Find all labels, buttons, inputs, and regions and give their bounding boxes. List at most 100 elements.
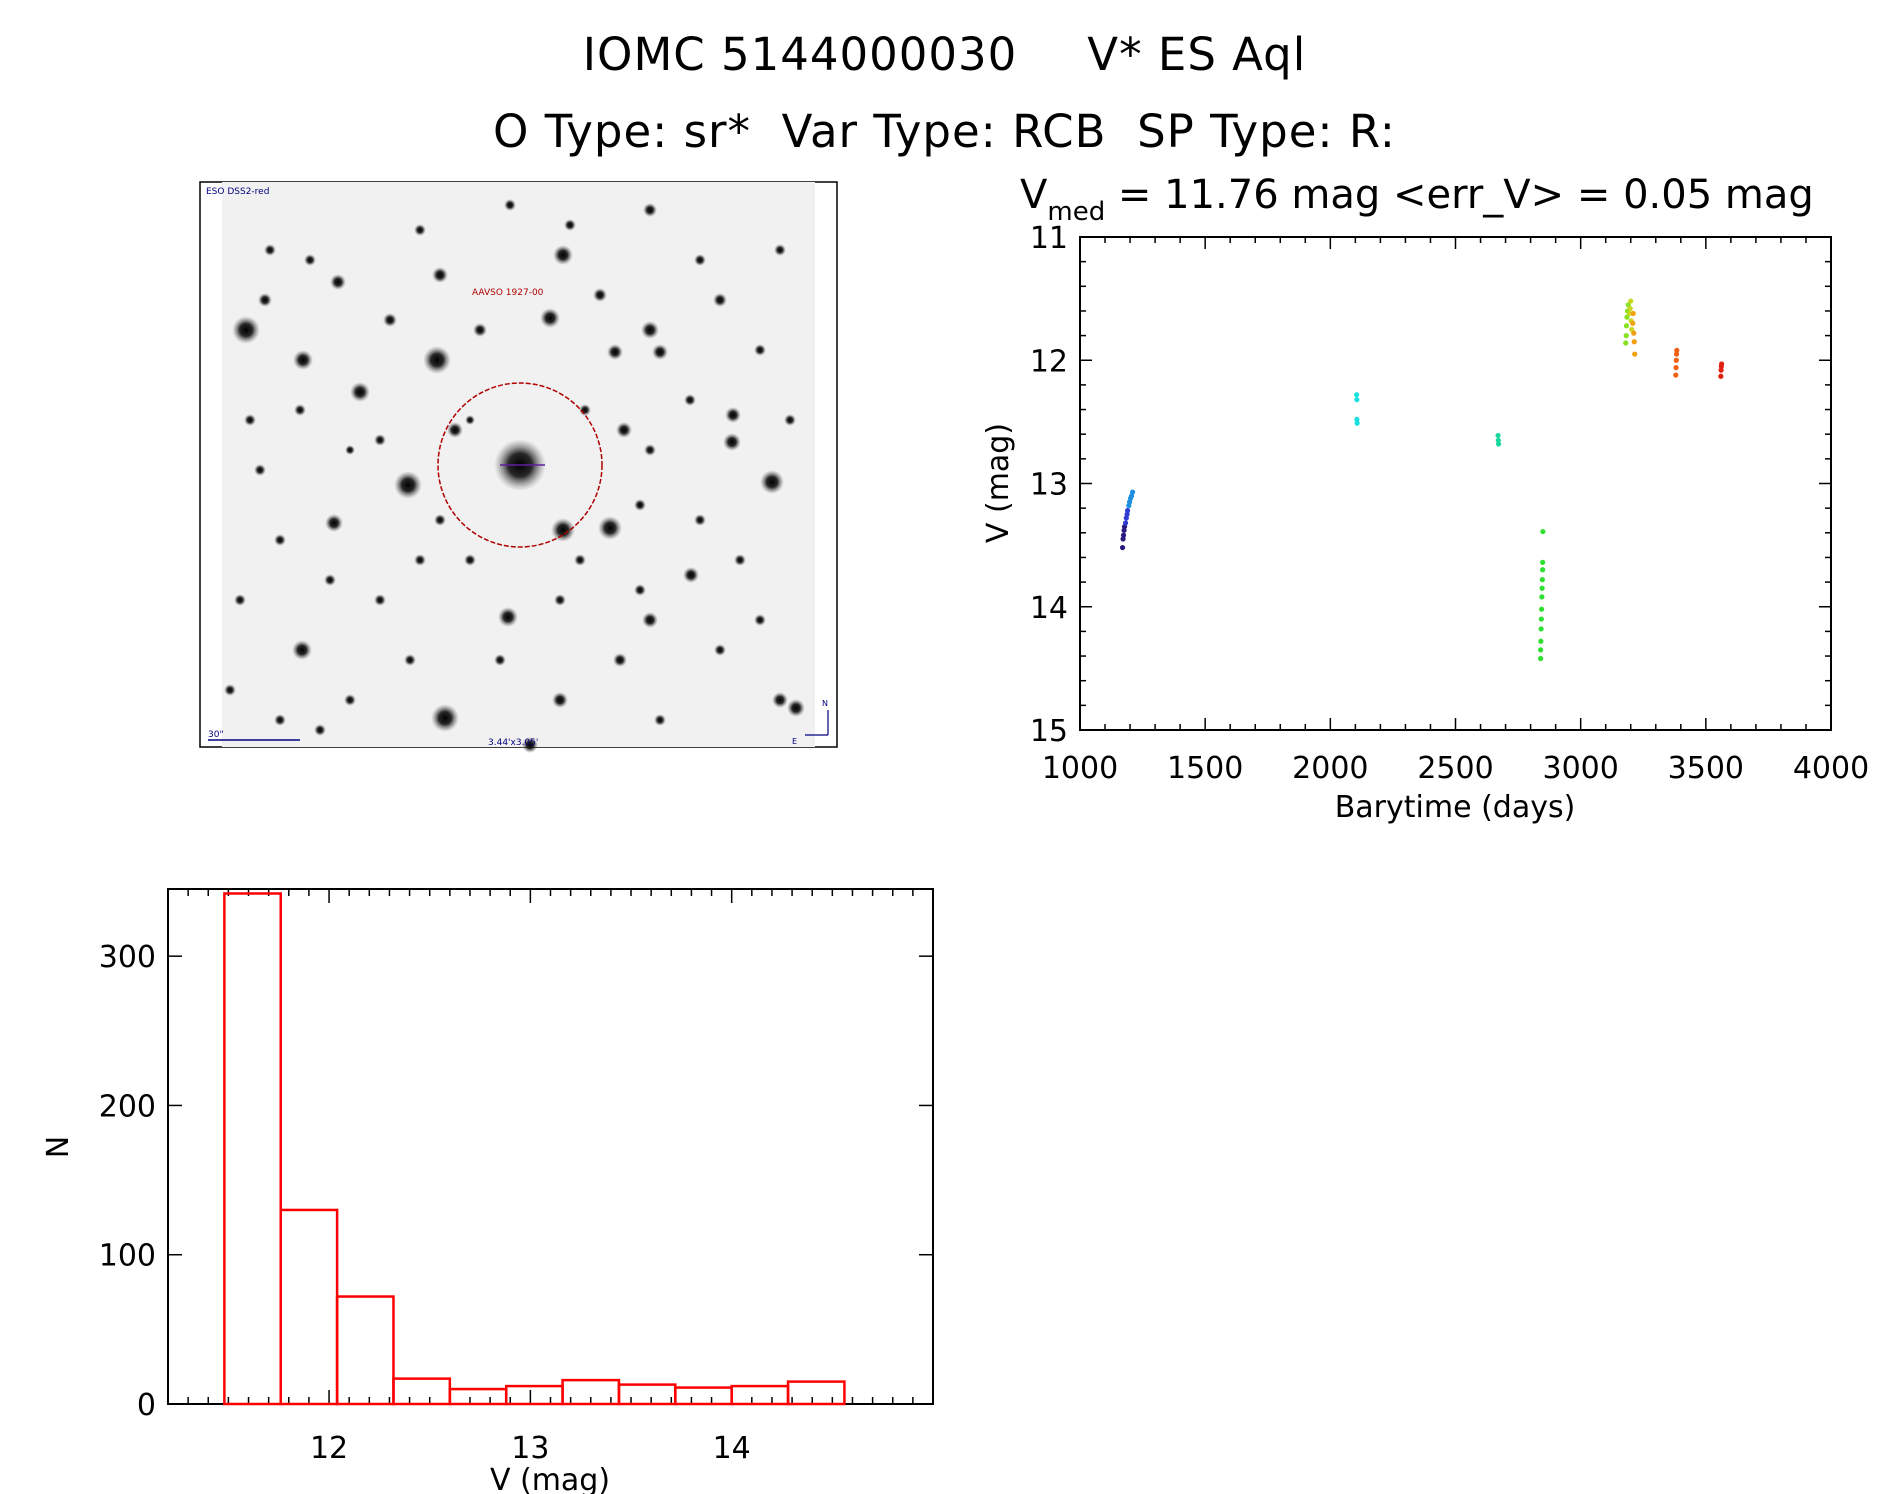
lc-point [1354, 416, 1360, 423]
lc-title: Vmed = 11.76 mag <err_V> = 0.05 mag [1020, 172, 1814, 227]
star [374, 594, 386, 606]
star [725, 407, 741, 423]
title-line2: O Type: sr* Var Type: RCB SP Type: R: [493, 105, 1396, 158]
lc-point [1631, 339, 1637, 345]
star [554, 594, 566, 606]
star [294, 404, 306, 416]
star [641, 321, 659, 339]
lc-xtick-label: 1000 [1042, 751, 1118, 786]
lc-point [1538, 647, 1544, 653]
star [244, 414, 256, 426]
star [330, 274, 346, 290]
lc-ytick-label: 11 [1030, 221, 1068, 256]
survey-label: ESO DSS2-red [206, 187, 269, 197]
lc-point [1127, 495, 1134, 501]
star [258, 293, 272, 307]
lc-plot-frame [1079, 236, 1832, 731]
star [552, 692, 568, 708]
lc-point [1539, 585, 1545, 591]
star [652, 344, 668, 360]
lc-point [1624, 314, 1630, 320]
lc-ytick-label: 14 [1030, 591, 1068, 626]
lc-point [1121, 524, 1128, 530]
lc-point [1126, 499, 1133, 505]
hist-bar [561, 1378, 621, 1406]
lc-point [1629, 326, 1635, 333]
lc-xlabel: Barytime (days) [1335, 790, 1576, 825]
hist-bar [617, 1383, 677, 1406]
star [432, 267, 448, 283]
lc-xtick-label: 2500 [1417, 751, 1493, 786]
hist-ylabel: N [41, 1136, 76, 1158]
lc-point [1631, 330, 1637, 336]
lc-xtick-label: 2000 [1292, 751, 1368, 786]
stars [224, 199, 805, 753]
star [784, 414, 796, 426]
lc-point [1674, 347, 1680, 353]
star [232, 316, 260, 344]
star [684, 394, 696, 406]
star [774, 244, 786, 256]
size-label: 3.44'x3.05' [488, 738, 538, 748]
star [383, 313, 397, 327]
star [564, 219, 576, 231]
star [304, 254, 316, 266]
lc-xtick-label: 3000 [1542, 751, 1618, 786]
lc-point [1495, 432, 1501, 439]
star [324, 574, 336, 586]
lc-point [1630, 310, 1636, 317]
east-label: E [792, 737, 797, 746]
lc-point [1626, 310, 1633, 317]
hist-ytick-label: 300 [99, 940, 156, 975]
star [714, 644, 726, 656]
lc-point [1540, 528, 1546, 535]
lc-point [1540, 559, 1546, 565]
star [465, 415, 475, 425]
star [464, 554, 476, 566]
star [642, 612, 658, 628]
star [683, 567, 699, 583]
star [224, 684, 236, 696]
star [254, 464, 266, 476]
lc-point [1628, 318, 1634, 324]
image-field [222, 182, 815, 747]
lc-point [1627, 305, 1633, 312]
star [293, 350, 313, 370]
lc-point [1124, 511, 1130, 517]
star [734, 554, 746, 566]
hist-xtick-label: 12 [310, 1431, 348, 1466]
star [772, 692, 788, 708]
lc-point [1119, 544, 1126, 551]
lc-point [1539, 606, 1545, 612]
lc-point [1128, 493, 1135, 499]
lc-point [1628, 298, 1634, 304]
star [579, 404, 591, 416]
lc-point [1129, 489, 1136, 495]
lc-point [1495, 441, 1502, 447]
star [314, 724, 326, 736]
lc-xtick-label: 4000 [1793, 751, 1869, 786]
star [613, 653, 627, 667]
target-circle [437, 382, 603, 548]
star [494, 439, 546, 491]
lc-point [1538, 638, 1544, 644]
star [431, 704, 459, 732]
star [574, 554, 586, 566]
lc-point [1538, 616, 1544, 622]
scale-label: 30" [208, 730, 224, 740]
lc-point [1718, 363, 1724, 370]
star [694, 254, 706, 266]
star [723, 433, 741, 451]
lc-axes: 1000 1500 2000 2500 3000 3500 4000 11 12 13 14 15 [1030, 221, 1869, 786]
lc-point [1625, 302, 1631, 308]
lc-point [1538, 626, 1544, 632]
star [540, 308, 560, 328]
object-name: V* ES Aql [1087, 28, 1307, 81]
lc-point [1354, 420, 1360, 426]
lc-ytick-label: 15 [1030, 714, 1068, 749]
star [274, 714, 286, 726]
star [654, 714, 666, 726]
star [694, 514, 706, 526]
hist-bar [674, 1386, 733, 1406]
lc-xtick-label: 3500 [1668, 751, 1744, 786]
